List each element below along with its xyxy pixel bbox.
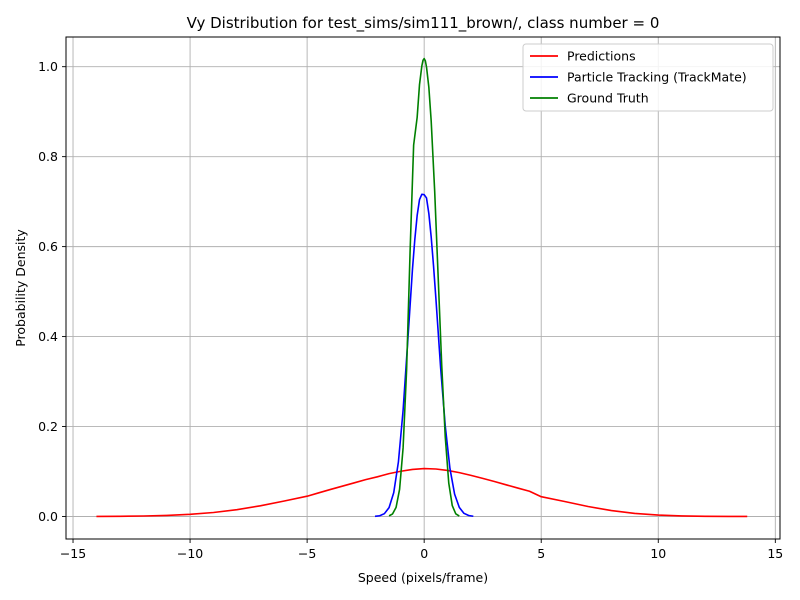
y-tick-label: 1.0 [38, 59, 58, 74]
y-tick-label: 0.8 [38, 149, 58, 164]
legend-label-predictions: Predictions [567, 49, 636, 64]
legend-box [522, 43, 774, 112]
legend: Predictions Particle Tracking (TrackMate)… [522, 43, 774, 112]
series-line-predictions [96, 467, 748, 518]
x-tick-label: −15 [60, 546, 86, 561]
y-axis-label: Probability Density [13, 229, 28, 347]
x-tick-label: 5 [537, 546, 545, 561]
y-tick-label: 0.4 [38, 329, 58, 344]
y-tick-label: 0.0 [38, 509, 58, 524]
chart-title: Vy Distribution for test_sims/sim111_bro… [187, 14, 660, 33]
x-tick-label: 10 [650, 546, 666, 561]
legend-label-ground-truth: Ground Truth [567, 91, 649, 106]
series-line-particle-tracking-trackmate [374, 193, 474, 518]
x-tick-label: −10 [177, 546, 203, 561]
series-layer [96, 57, 748, 518]
x-tick-label: 15 [767, 546, 783, 561]
grid-lines [66, 37, 780, 539]
x-axis: −15 −10 −5 0 5 10 15 [60, 539, 783, 561]
plot-frame [65, 36, 781, 540]
y-tick-label: 0.6 [38, 239, 58, 254]
legend-label-particle-tracking-trackmate: Particle Tracking (TrackMate) [567, 70, 747, 85]
y-axis: 0.0 0.2 0.4 0.6 0.8 1.0 [38, 59, 66, 524]
x-axis-label: Speed (pixels/frame) [358, 570, 488, 585]
x-tick-label: −5 [298, 546, 316, 561]
y-tick-label: 0.2 [38, 419, 58, 434]
x-tick-label: 0 [420, 546, 428, 561]
series-line-ground-truth [388, 57, 460, 517]
